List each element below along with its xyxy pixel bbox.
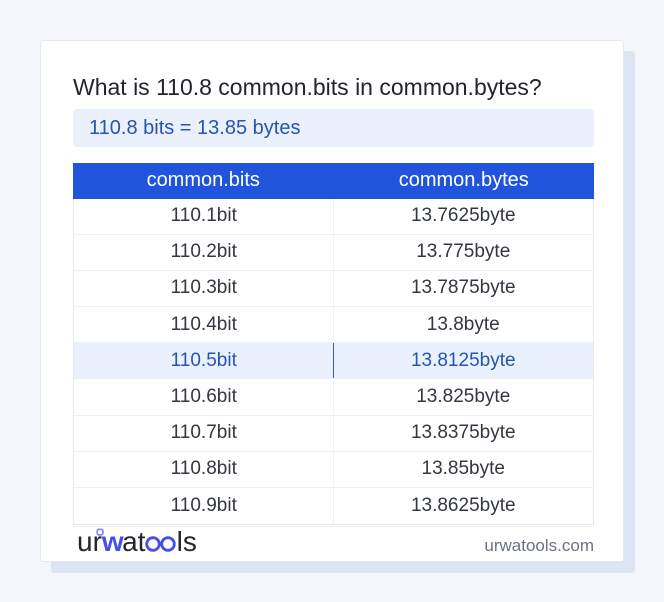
svg-text:at: at bbox=[122, 527, 146, 557]
svg-text:ls: ls bbox=[177, 527, 197, 557]
svg-text:ur: ur bbox=[77, 527, 102, 557]
svg-text:w: w bbox=[101, 527, 124, 557]
